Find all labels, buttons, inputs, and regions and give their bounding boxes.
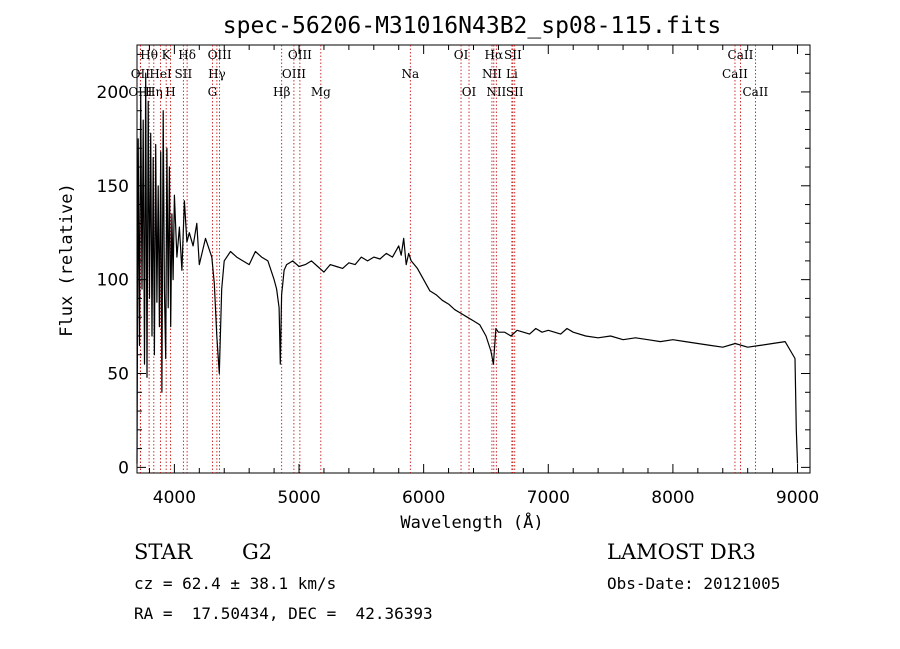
object-class: STAR (134, 540, 193, 564)
line-label-25: CaII (722, 67, 748, 81)
y-tick-label-4: 200 (97, 83, 129, 103)
line-label-21: NII (486, 85, 506, 99)
line-label-6: H (165, 85, 175, 99)
redshift-value: cz = 62.4 ± 38.1 km/s (134, 574, 337, 593)
x-tick-label-1: 5000 (277, 488, 320, 508)
y-axis-label: Flux (relative) (57, 183, 77, 337)
axis-ticks: 4000 5000 6000 7000 8000 9000 0 50 100 150 200 (97, 45, 819, 508)
survey-name: LAMOST DR3 (607, 540, 756, 564)
line-label-23: Li (506, 67, 518, 81)
spectral-line-markers (139, 45, 756, 473)
x-tick-label-3: 7000 (527, 488, 570, 508)
x-tick-label-5: 9000 (776, 488, 819, 508)
spectral-line-labels: HθOIIOIIIHηHeIKHSIIHδGOIIIHγHβOIIIOIIIMg… (128, 48, 768, 99)
y-tick-label-2: 100 (97, 271, 129, 291)
obs-date: Obs-Date: 20121005 (607, 574, 781, 593)
line-label-22: SII (504, 48, 522, 62)
line-label-8: Hδ (178, 48, 196, 62)
line-label-26: CaII (728, 48, 754, 62)
line-label-12: Hβ (273, 85, 290, 99)
line-label-19: NII (482, 67, 502, 81)
object-subclass: G2 (242, 540, 273, 564)
line-label-0: Hθ (140, 48, 158, 62)
line-label-9: G (208, 85, 218, 99)
line-label-11: Hγ (208, 67, 226, 81)
y-tick-label-0: 0 (118, 458, 129, 478)
coordinates: RA = 17.50434, DEC = 42.36393 (134, 604, 433, 623)
line-label-17: OI (454, 48, 469, 62)
x-tick-label-0: 4000 (153, 488, 196, 508)
line-label-1: OII (131, 67, 151, 81)
y-tick-label-1: 50 (107, 365, 129, 385)
line-label-18: OI (462, 85, 477, 99)
x-tick-label-2: 6000 (402, 488, 445, 508)
line-label-16: Na (401, 67, 419, 81)
line-label-27: CaII (742, 85, 768, 99)
line-label-10: OIII (208, 48, 232, 62)
line-label-24: SII (506, 85, 524, 99)
chart-title: spec-56206-M31016N43B2_sp08-115.fits (223, 13, 722, 39)
line-label-14: OIII (288, 48, 312, 62)
line-label-7: SII (175, 67, 193, 81)
line-label-5: K (162, 48, 172, 62)
line-label-3: Hη (145, 85, 163, 99)
plot-frame (136, 44, 811, 474)
line-label-4: HeI (149, 67, 172, 81)
line-label-15: Mg (311, 85, 331, 99)
line-label-20: Hα (485, 48, 504, 62)
spectrum-line (136, 72, 799, 464)
x-axis-label: Wavelength (Å) (400, 511, 543, 533)
x-tick-label-4: 8000 (651, 488, 694, 508)
line-label-13: OIII (282, 67, 306, 81)
y-tick-label-3: 150 (97, 177, 129, 197)
